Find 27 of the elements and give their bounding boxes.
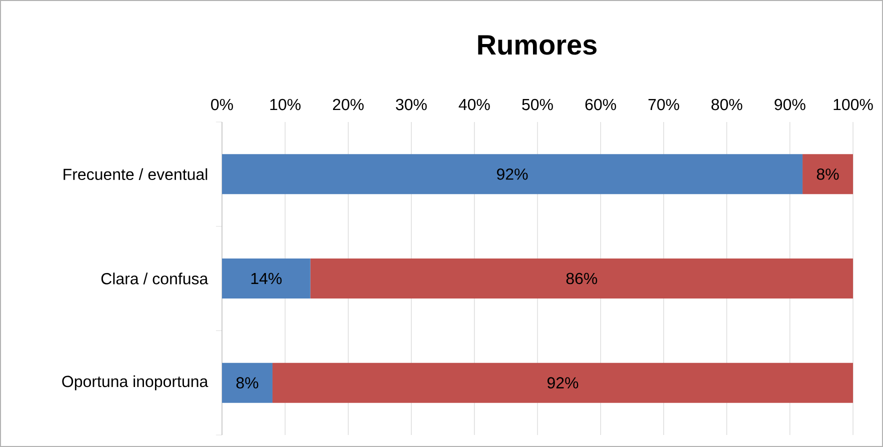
bar — [222, 362, 272, 403]
y-tick-label: Clara / confusa — [101, 272, 208, 284]
bar — [222, 154, 803, 194]
data-label: 8% — [236, 377, 258, 388]
x-tick-label: 100% — [834, 98, 873, 110]
bar — [310, 258, 854, 299]
chart-title: Rumores — [478, 35, 597, 55]
bar — [272, 362, 854, 403]
data-label: 14% — [251, 272, 282, 284]
y-tick-label: Frecuente / eventual — [64, 168, 208, 180]
bar — [222, 258, 310, 299]
data-label: 92% — [497, 168, 528, 180]
x-tick-label: 20% — [332, 98, 364, 110]
data-label: 92% — [547, 377, 578, 388]
y-tick-label: Oportuna inoportuna — [62, 375, 208, 390]
x-tick-label: 30% — [396, 98, 427, 110]
x-tick-label: 60% — [585, 98, 616, 110]
bar — [802, 154, 854, 194]
x-tick-label: 80% — [711, 98, 742, 110]
data-label: 86% — [566, 272, 598, 284]
x-tick-label: 10% — [270, 98, 301, 110]
x-tick-label: 0% — [211, 98, 233, 110]
data-label: 8% — [816, 168, 839, 180]
x-tick-label: 90% — [774, 98, 806, 110]
x-tick-label: 40% — [458, 98, 490, 110]
x-tick-label: 50% — [522, 98, 553, 110]
x-tick-label: 70% — [648, 98, 680, 110]
